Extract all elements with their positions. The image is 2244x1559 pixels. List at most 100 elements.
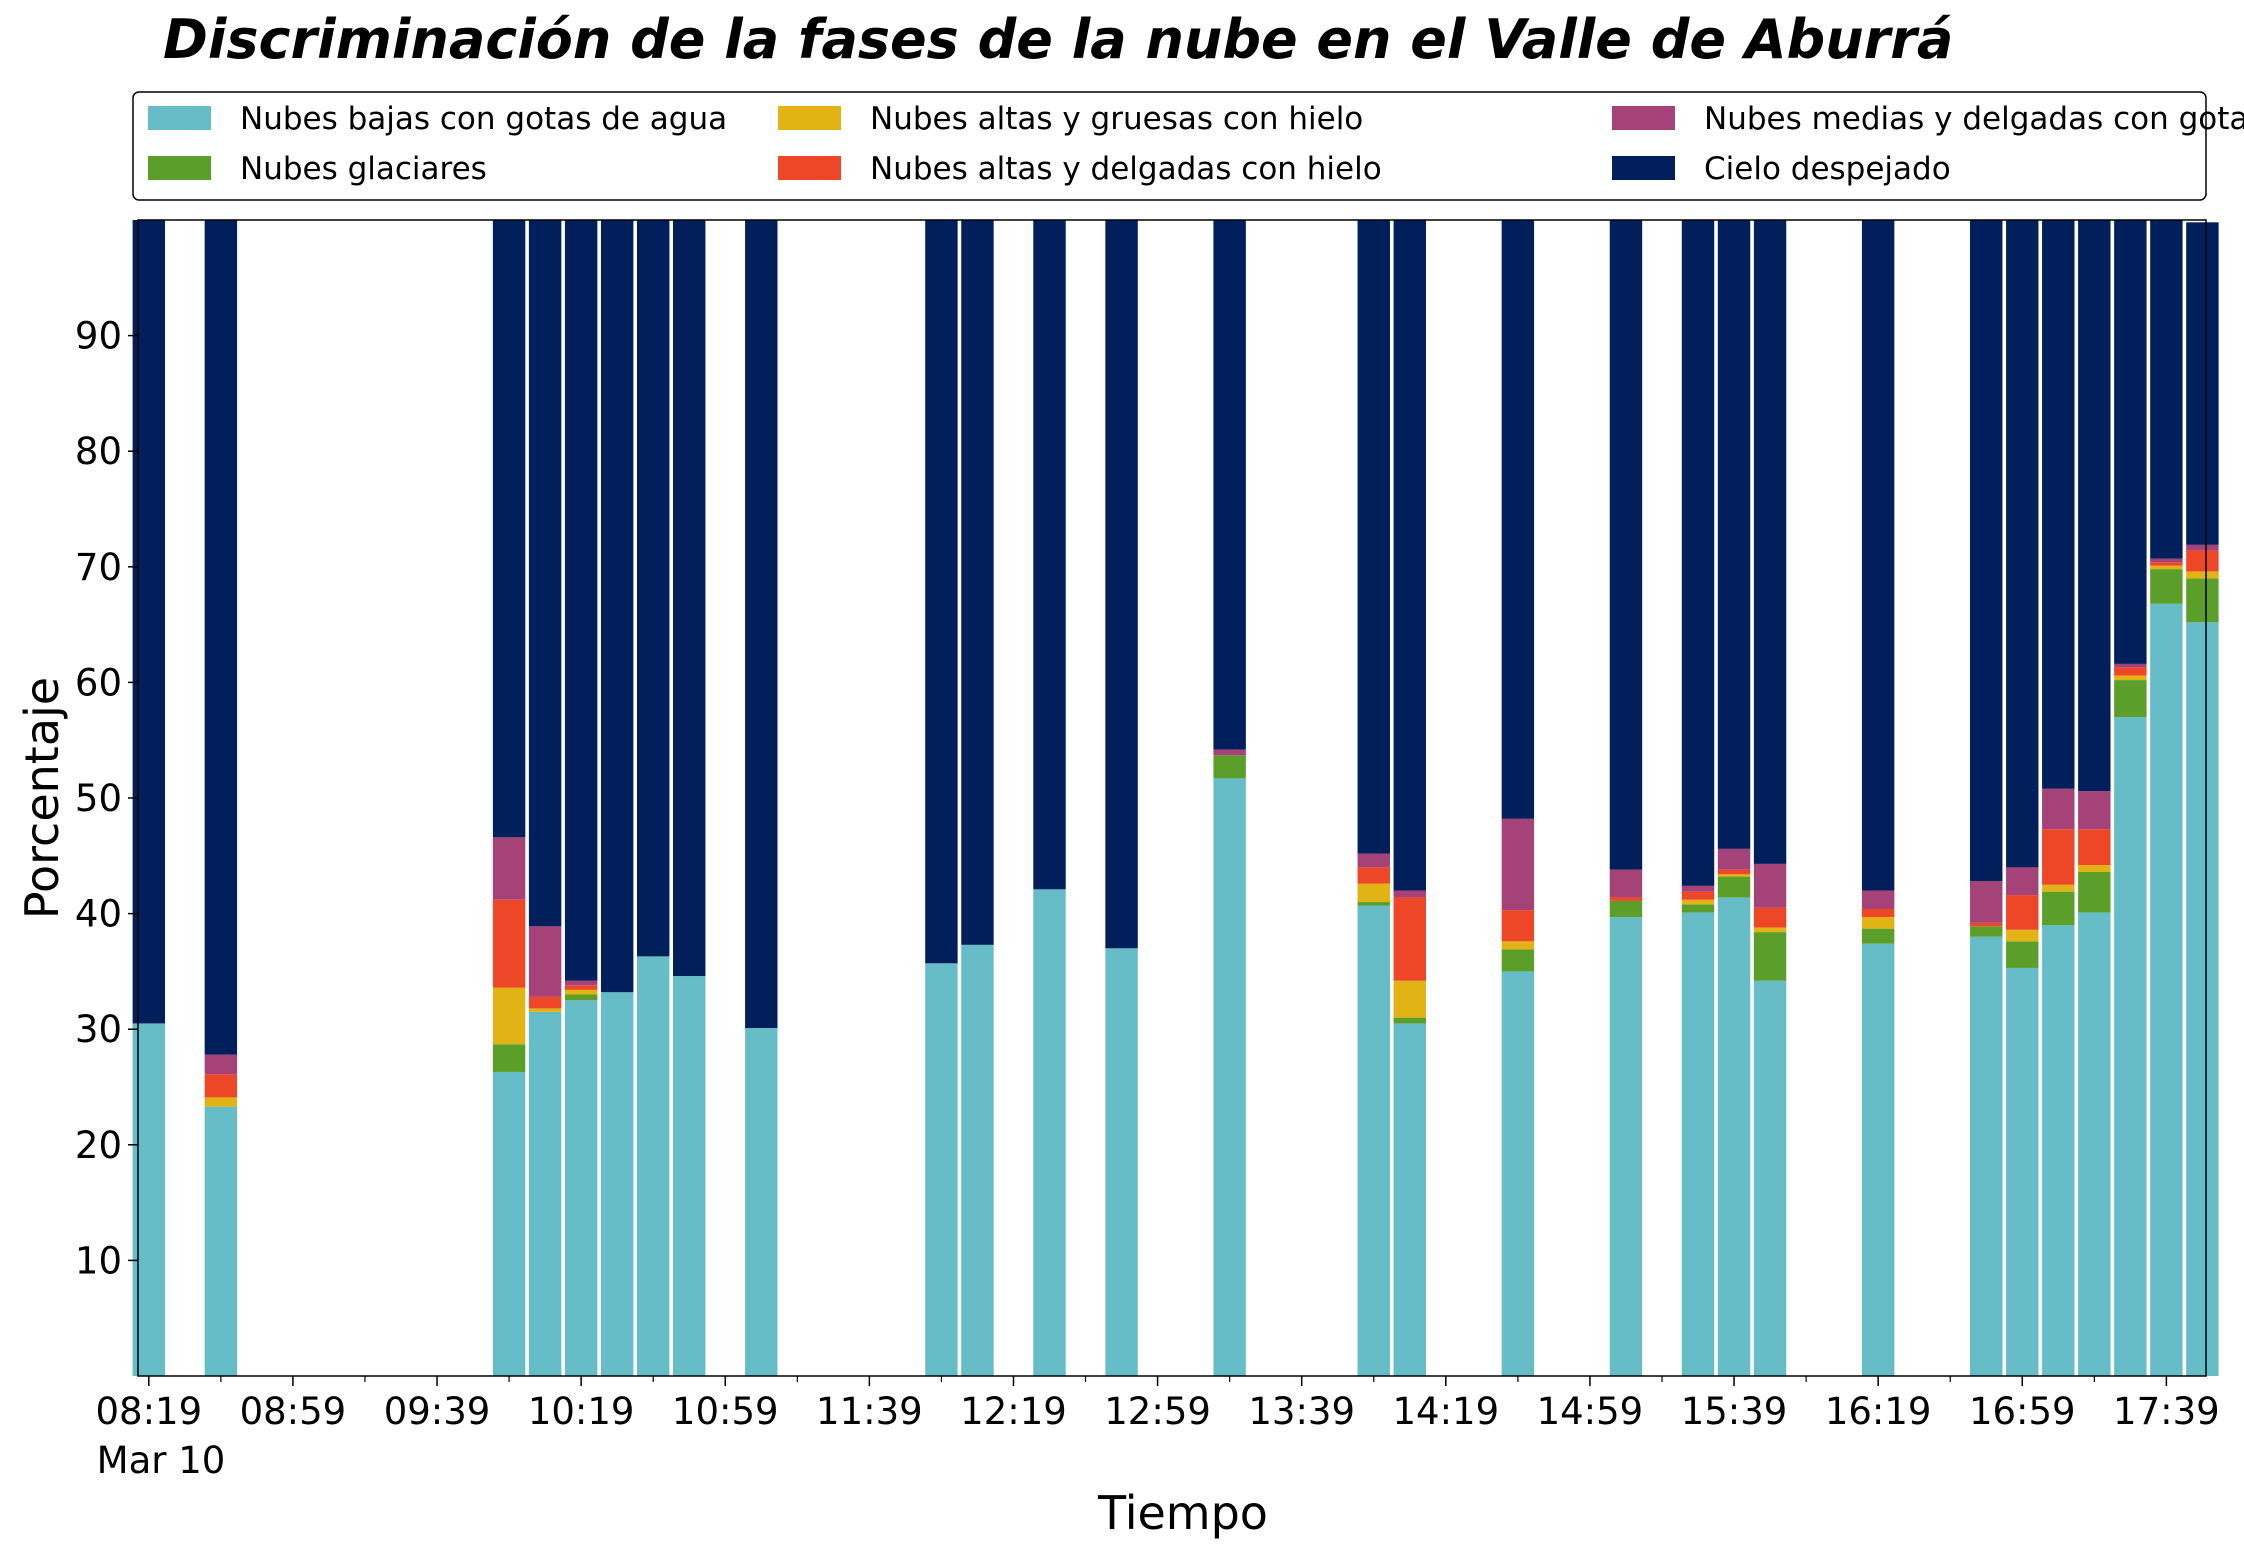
plot-frame	[137, 219, 2207, 1377]
bar-segment	[492, 899, 526, 988]
bar-segment	[925, 220, 958, 964]
bar-segment	[204, 1074, 238, 1098]
bar-segment	[1970, 936, 2003, 1376]
bar-segment	[2186, 622, 2219, 1376]
bar-segment	[2114, 680, 2147, 718]
bar-segment	[1105, 220, 1138, 949]
bar-segment	[564, 220, 598, 981]
x-tick-label: 17:39	[2113, 1390, 2220, 1433]
bar-segment	[564, 980, 598, 986]
y-tick-label: 50	[75, 777, 122, 820]
bar-segment	[2186, 222, 2219, 545]
bar-segment	[1609, 917, 1643, 1376]
bar-segment	[1609, 900, 1643, 918]
bar-segment	[1105, 948, 1138, 1376]
bar-segment	[528, 1011, 562, 1376]
bar-segment	[564, 994, 598, 1001]
legend-frame	[132, 91, 2207, 201]
x-tick-label: 14:19	[1392, 1390, 1499, 1433]
bar-segment	[1753, 927, 1787, 933]
bar-segment	[2042, 884, 2075, 892]
legend-swatch	[148, 106, 211, 130]
bar-segment	[1970, 881, 2003, 923]
y-tick-label: 80	[75, 430, 122, 473]
x-axis-label: Tiempo	[1097, 1486, 1268, 1540]
bar-segment	[2006, 895, 2039, 930]
bar-segment	[204, 1054, 238, 1075]
bar-segment	[1681, 220, 1715, 886]
legend-swatch	[778, 156, 841, 180]
x-tick-label: 13:39	[1248, 1390, 1355, 1433]
bar-segment	[636, 220, 670, 957]
x-tick-label: 12:19	[960, 1390, 1067, 1433]
bar-segment	[204, 220, 238, 1055]
bar-segment	[492, 1044, 526, 1072]
bar-segment	[1970, 922, 2003, 927]
bar-segment	[2078, 791, 2111, 830]
bar-segment	[1393, 890, 1426, 898]
legend-label: Nubes altas y gruesas con hielo	[870, 101, 1363, 137]
bar-segment	[2114, 220, 2147, 664]
legend-label: Nubes bajas con gotas de agua	[240, 101, 727, 137]
x-axis-ticks: 08:19 08:59 09:39 10:19 10:59 11:39 12:19 12:59…	[95, 1376, 2220, 1433]
bar-segment	[204, 1097, 238, 1107]
bar-segment	[1357, 853, 1390, 868]
bar-segment	[925, 963, 958, 1376]
bar-segment	[492, 220, 526, 838]
bars	[132, 220, 2219, 1376]
chart-title: Discriminación de la fases de la nube en…	[163, 8, 1953, 71]
bar-segment	[1861, 220, 1895, 891]
bar-segment	[2150, 603, 2183, 1376]
bar-segment	[600, 992, 634, 1376]
bar-segment	[2078, 912, 2111, 1376]
x-tick-label: 09:39	[384, 1390, 491, 1433]
bar-segment	[1357, 220, 1390, 854]
bar-segment	[1393, 980, 1426, 1018]
bar-segment	[961, 220, 994, 945]
bar-segment	[2006, 967, 2039, 1376]
x-tick-label: 15:39	[1681, 1390, 1788, 1433]
bar-segment	[673, 220, 706, 977]
x-tick-label: 12:59	[1104, 1390, 1211, 1433]
bar-segment	[1213, 755, 1246, 779]
legend-swatch	[1612, 156, 1675, 180]
bar-segment	[1681, 891, 1715, 900]
bar-segment	[1681, 912, 1715, 1376]
x-tick-label: 08:59	[240, 1390, 347, 1433]
legend-label: Nubes altas y delgadas con hielo	[870, 151, 1382, 187]
bar-segment	[2078, 829, 2111, 866]
bar-segment	[1213, 749, 1246, 756]
bar-segment	[2186, 578, 2219, 623]
bar-segment	[2042, 925, 2075, 1376]
bar-segment	[2042, 220, 2075, 789]
bar-segment	[1717, 848, 1751, 870]
bar-segment	[1753, 220, 1787, 864]
bar-segment	[1213, 220, 1246, 750]
bar-segment	[492, 1071, 526, 1376]
legend-swatch	[778, 106, 841, 130]
bar-segment	[1393, 1017, 1426, 1024]
bar-segment	[2186, 550, 2219, 572]
bar-segment	[1681, 904, 1715, 913]
bar-segment	[528, 926, 562, 997]
bar-segment	[2006, 867, 2039, 896]
legend-swatch	[148, 156, 211, 180]
x-tick-label: 11:39	[816, 1390, 923, 1433]
bar-segment	[1970, 220, 2003, 882]
bar-segment	[492, 837, 526, 900]
bar-segment	[2150, 558, 2183, 563]
bar-segment	[2006, 220, 2039, 868]
y-tick-label: 20	[75, 1124, 122, 1167]
bar-segment	[1033, 220, 1066, 890]
y-tick-label: 90	[75, 315, 122, 358]
bar-segment	[636, 956, 670, 1376]
bar-segment	[1681, 899, 1715, 905]
bar-segment	[1357, 883, 1390, 903]
bar-segment	[2078, 220, 2111, 792]
bar-segment	[1717, 869, 1751, 875]
bar-segment	[1753, 980, 1787, 1376]
bar-segment	[1753, 907, 1787, 928]
legend-label: Nubes glaciares	[240, 151, 487, 187]
bar-segment	[2078, 865, 2111, 872]
